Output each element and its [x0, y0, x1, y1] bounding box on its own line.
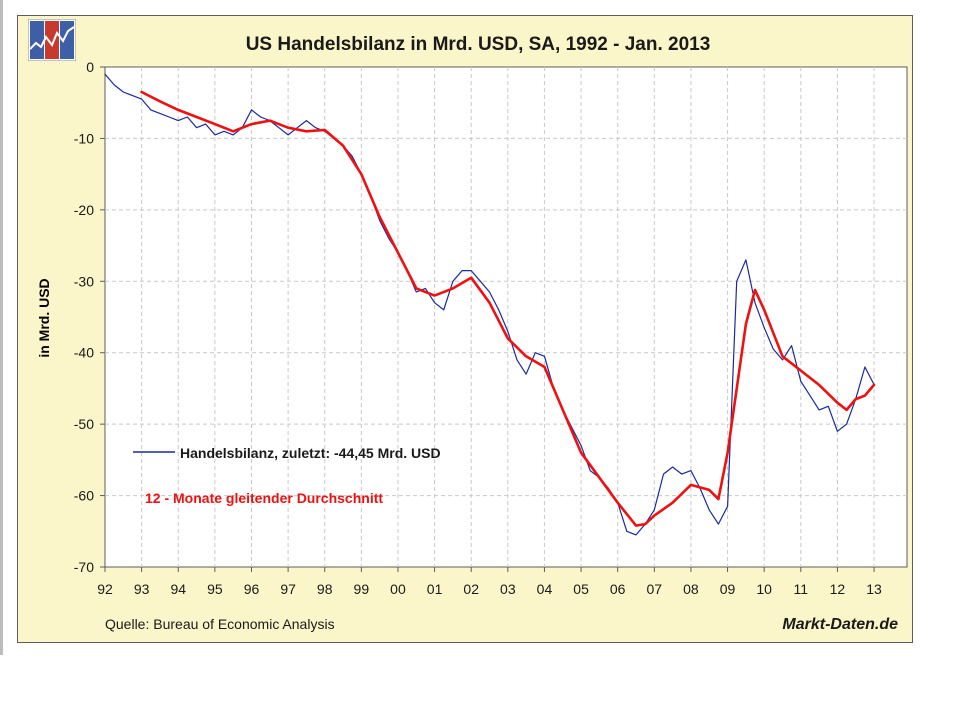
x-tick-label: 07 [647, 581, 663, 597]
markt-daten-logo-icon [28, 19, 76, 61]
grid-lines [105, 67, 907, 567]
x-tick-label: 04 [537, 581, 553, 597]
chart-title: US Handelsbilanz in Mrd. USD, SA, 1992 -… [245, 34, 711, 55]
y-tick-label: 0 [86, 59, 94, 75]
legend: Handelsbilanz, zuletzt: -44,45 Mrd. USD 1… [133, 445, 441, 506]
x-tick-label: 08 [683, 581, 699, 597]
y-axis-label: in Mrd. USD [36, 278, 52, 358]
series-line-handelsbilanz [104, 73, 875, 536]
legend-label-moving-average: 12 - Monate gleitender Durchschnitt [145, 490, 383, 506]
x-tick-label: 97 [280, 581, 296, 597]
x-tick-label: 06 [610, 581, 626, 597]
x-tick-label: 13 [866, 581, 882, 597]
x-tick-label: 95 [207, 581, 223, 597]
x-tick-label: 98 [317, 581, 333, 597]
y-tick-label: -20 [74, 202, 94, 218]
x-tick-label: 05 [573, 581, 589, 597]
x-tick-label: 93 [134, 581, 150, 597]
x-tick-label: 01 [427, 581, 443, 597]
x-tick-label: 02 [463, 581, 479, 597]
x-tick-label: 11 [794, 581, 809, 597]
x-tick-label: 03 [500, 581, 516, 597]
x-axis-ticks: 92 93 94 95 96 97 98 99 00 01 02 03 04 05 06 07 08 09 10 11… [97, 567, 882, 597]
legend-label-handelsbilanz: Handelsbilanz, zuletzt: -44,45 Mrd. USD [180, 445, 441, 461]
left-rule [0, 0, 3, 655]
plot-area [104, 66, 908, 568]
source-note: Quelle: Bureau of Economic Analysis [105, 616, 335, 632]
y-tick-label: -10 [74, 130, 94, 146]
brand-label: Markt-Daten.de [782, 616, 898, 633]
x-tick-label: 99 [354, 581, 370, 597]
series-group [104, 73, 876, 536]
x-tick-label: 96 [244, 581, 260, 597]
x-tick-label: 12 [830, 581, 846, 597]
series-line-moving-average [140, 90, 876, 527]
x-tick-label: 00 [390, 581, 406, 597]
y-tick-label: -60 [74, 488, 94, 504]
y-tick-label: -50 [74, 416, 94, 432]
x-tick-label: 94 [170, 581, 186, 597]
x-tick-label: 10 [756, 581, 772, 597]
y-axis-ticks: 0 -10 -20 -30 -40 -50 -60 -70 [74, 59, 105, 575]
y-tick-label: -30 [74, 273, 94, 289]
y-tick-label: -70 [74, 559, 94, 575]
y-tick-label: -40 [74, 345, 94, 361]
x-tick-label: 92 [97, 581, 113, 597]
x-tick-label: 09 [720, 581, 736, 597]
